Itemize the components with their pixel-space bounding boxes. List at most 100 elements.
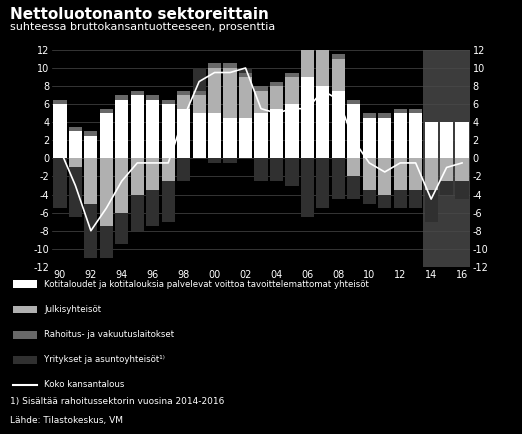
Bar xyxy=(424,190,438,222)
Bar xyxy=(223,63,236,68)
Bar xyxy=(347,158,360,177)
Bar xyxy=(223,68,236,118)
Bar xyxy=(301,158,314,217)
Bar xyxy=(239,77,252,118)
Bar xyxy=(193,95,206,113)
Bar xyxy=(316,86,329,158)
Bar xyxy=(423,50,470,267)
Bar xyxy=(115,158,128,213)
Bar xyxy=(424,122,438,158)
Bar xyxy=(177,95,190,108)
Bar xyxy=(193,68,206,91)
Bar xyxy=(162,104,175,158)
Bar xyxy=(394,190,407,208)
Bar xyxy=(69,131,82,158)
Bar xyxy=(177,108,190,158)
Bar xyxy=(193,91,206,95)
Bar xyxy=(409,190,422,208)
Bar xyxy=(130,194,144,231)
Bar xyxy=(301,41,314,46)
Bar xyxy=(254,158,268,181)
Bar xyxy=(332,59,345,91)
Bar xyxy=(394,158,407,190)
Bar xyxy=(69,168,82,217)
Bar xyxy=(53,104,66,158)
Bar xyxy=(378,118,392,158)
Text: Lähde: Tilastokeskus, VM: Lähde: Tilastokeskus, VM xyxy=(10,416,123,425)
Bar xyxy=(254,91,268,113)
Bar xyxy=(130,95,144,158)
Bar xyxy=(409,108,422,113)
Bar xyxy=(270,108,283,158)
Bar xyxy=(53,100,66,104)
Bar xyxy=(239,72,252,77)
Bar xyxy=(53,158,66,208)
Bar xyxy=(378,113,392,118)
Bar xyxy=(177,158,190,181)
Bar xyxy=(347,100,360,104)
Text: Julkisyhteisöt: Julkisyhteisöt xyxy=(44,305,101,314)
Bar xyxy=(115,213,128,244)
Bar xyxy=(286,158,299,185)
Bar xyxy=(208,158,221,163)
Text: Kotitaloudet ja kotitalouksia palvelevat voittoa tavoittelemattomat yhteisöt: Kotitaloudet ja kotitalouksia palvelevat… xyxy=(44,280,369,289)
Bar xyxy=(409,113,422,158)
Bar xyxy=(347,104,360,158)
Bar xyxy=(239,68,252,72)
Bar xyxy=(146,158,159,190)
Bar xyxy=(456,122,469,158)
Bar xyxy=(146,100,159,158)
Bar xyxy=(162,181,175,222)
Bar xyxy=(316,41,329,46)
Bar xyxy=(223,118,236,158)
Bar xyxy=(254,113,268,158)
Bar xyxy=(456,158,469,181)
Bar xyxy=(84,136,98,158)
Bar xyxy=(162,158,175,181)
Bar xyxy=(208,63,221,68)
Bar xyxy=(378,158,392,194)
Bar xyxy=(130,91,144,95)
Bar xyxy=(440,122,453,158)
Bar xyxy=(363,190,376,204)
Bar xyxy=(286,72,299,77)
Bar xyxy=(286,77,299,104)
Bar xyxy=(100,108,113,113)
Bar xyxy=(115,100,128,158)
Bar xyxy=(84,131,98,136)
Text: Koko kansantalous: Koko kansantalous xyxy=(44,381,125,389)
Bar xyxy=(146,190,159,226)
Text: Yritykset ja asuntoyhteisöt¹⁾: Yritykset ja asuntoyhteisöt¹⁾ xyxy=(44,355,165,364)
Bar xyxy=(270,82,283,86)
Bar xyxy=(162,100,175,104)
Text: Rahoitus- ja vakuutuslaitokset: Rahoitus- ja vakuutuslaitokset xyxy=(44,330,174,339)
Bar xyxy=(239,118,252,158)
Bar xyxy=(130,158,144,194)
Bar xyxy=(100,158,113,226)
Bar xyxy=(363,113,376,118)
Bar xyxy=(332,54,345,59)
Bar xyxy=(440,181,453,194)
Bar xyxy=(456,181,469,199)
Text: 1) Sisältää rahoitussektorin vuosina 2014-2016: 1) Sisältää rahoitussektorin vuosina 201… xyxy=(10,397,225,406)
Bar xyxy=(394,113,407,158)
Bar xyxy=(84,204,98,258)
Bar xyxy=(301,77,314,158)
Bar xyxy=(100,226,113,258)
Bar xyxy=(208,68,221,113)
Text: Nettoluotonanto sektoreittain: Nettoluotonanto sektoreittain xyxy=(10,7,269,22)
Bar xyxy=(254,86,268,91)
Bar xyxy=(332,91,345,158)
Bar xyxy=(286,104,299,158)
Bar xyxy=(440,158,453,181)
Bar xyxy=(301,46,314,77)
Bar xyxy=(208,113,221,158)
Bar xyxy=(223,158,236,163)
Bar xyxy=(363,158,376,190)
Bar xyxy=(409,158,422,190)
Bar xyxy=(363,118,376,158)
Bar xyxy=(332,158,345,199)
Bar xyxy=(193,113,206,158)
Bar xyxy=(378,194,392,208)
Bar xyxy=(316,158,329,208)
